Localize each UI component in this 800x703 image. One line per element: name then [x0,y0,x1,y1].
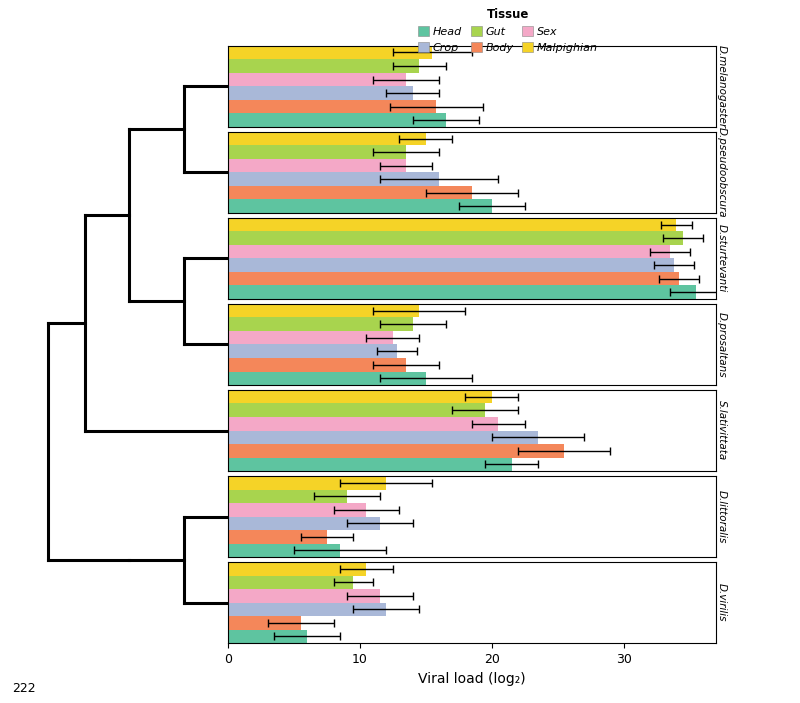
Bar [228,589,380,602]
Bar [228,186,472,200]
Bar [228,259,674,272]
Bar [228,146,406,159]
Bar [228,200,492,213]
Legend: Head, Crop, Gut, Body, Sex, Malpighian: Head, Crop, Gut, Body, Sex, Malpighian [416,6,600,55]
Bar [228,285,696,299]
Bar [228,562,366,576]
Y-axis label: D.virilis: D.virilis [717,583,727,622]
Bar [228,543,340,557]
Bar [228,131,426,146]
Bar [228,100,436,113]
Bar [228,404,485,417]
Bar [228,630,307,643]
Y-axis label: D.prosaltans: D.prosaltans [717,311,727,378]
Bar [228,358,406,371]
Bar [228,390,492,404]
Y-axis label: D.sturtevanti: D.sturtevanti [717,224,727,292]
X-axis label: Viral load (log₂): Viral load (log₂) [418,671,526,685]
Y-axis label: D.littoralis: D.littoralis [717,490,727,543]
Bar [228,86,413,100]
Bar [228,231,683,245]
Bar [228,617,301,630]
Bar [228,72,406,86]
Bar [228,444,564,458]
Bar [228,458,511,471]
Y-axis label: D.pseudoobscura: D.pseudoobscura [717,127,727,218]
Bar [228,272,679,285]
Bar [228,489,346,503]
Y-axis label: D.melanogaster: D.melanogaster [717,45,727,128]
Bar [228,417,498,430]
Bar [228,304,419,318]
Y-axis label: S.lativittata: S.lativittata [717,401,727,460]
Bar [228,476,386,489]
Bar [228,46,433,59]
Bar [228,344,397,358]
Bar [228,576,354,589]
Bar [228,59,419,72]
Bar [228,113,446,127]
Bar [228,159,406,172]
Bar [228,245,670,259]
Bar [228,331,393,344]
Bar [228,318,413,331]
Bar [228,602,386,617]
Bar [228,517,380,530]
Bar [228,530,327,543]
Bar [228,218,677,231]
Bar [228,172,439,186]
Bar [228,371,426,385]
Bar [228,503,366,517]
Bar [228,430,538,444]
Text: 222: 222 [12,683,36,695]
